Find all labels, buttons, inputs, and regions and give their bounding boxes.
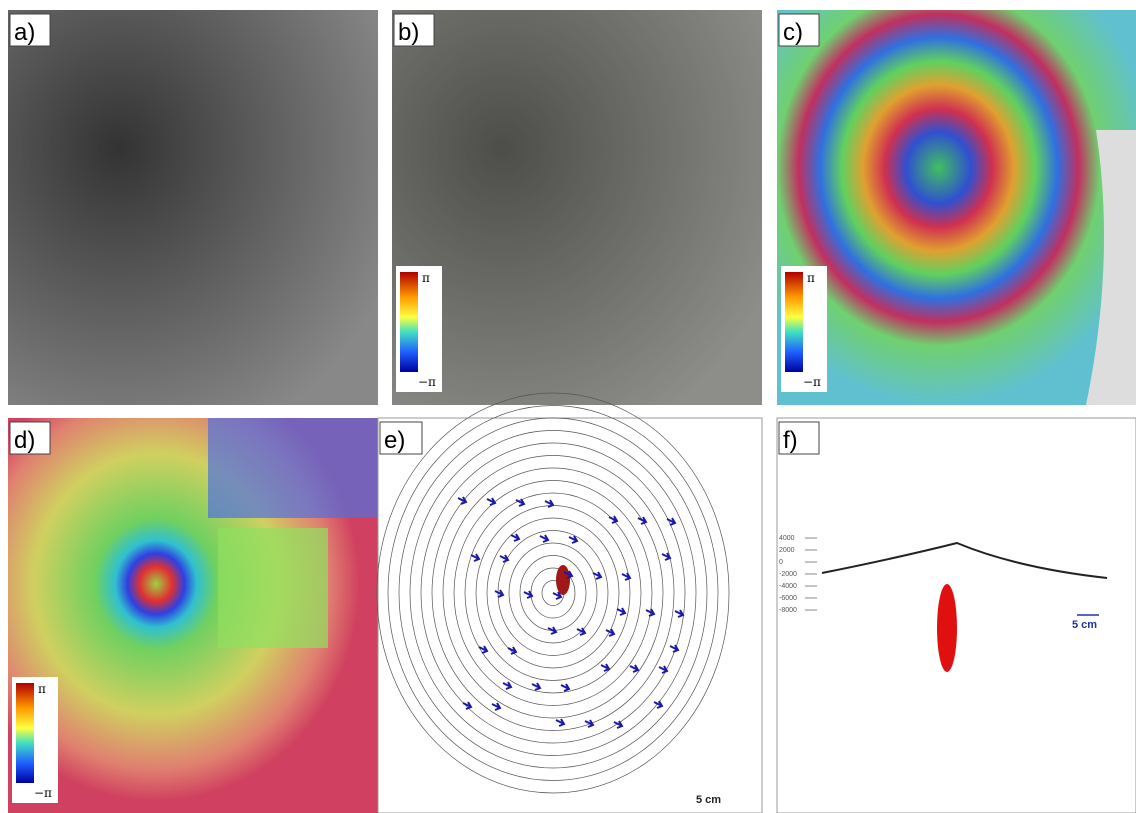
arrow [544,499,555,508]
label-box [9,13,51,47]
colorbar-max: π [38,682,46,696]
depth-tick-label: -6000 [779,595,797,602]
panel-label: b) [398,19,419,46]
blue-block [208,418,378,518]
colorbar-max: π [807,271,815,285]
panel-image [392,10,762,405]
arrow [616,607,627,616]
arrow [637,516,648,525]
panel-label: e) [384,427,405,454]
contour [398,417,708,769]
arrow [568,535,579,544]
panel-label: d) [14,427,35,454]
arrow [502,681,513,690]
label-box [9,421,51,455]
arrow [478,645,489,654]
contour [464,492,642,694]
contour [486,517,620,669]
arrow [494,589,505,598]
source [556,565,570,595]
contour [442,467,664,719]
contour [453,480,653,706]
arrow [552,591,563,600]
arrow [666,517,677,526]
arrow [674,609,685,618]
arrow [584,719,595,728]
panel-image [8,10,378,405]
scale-label: 5 cm [696,794,721,806]
contour [431,455,675,731]
panel-image [377,417,763,813]
panel-label: c) [783,19,803,46]
arrow [491,702,502,711]
depth-tick-label: -8000 [779,607,797,614]
colorbar-min: −π [803,375,821,389]
arrow [560,683,571,692]
contour [420,442,686,744]
arrow [653,700,664,709]
noise-overlay [392,10,762,405]
contour [508,542,598,644]
arrow [645,608,656,617]
arrow [592,571,603,580]
arrow [470,553,481,562]
panel-label: a) [14,19,35,46]
label-box [778,13,820,47]
arrow [621,572,632,581]
colorbar [785,272,803,372]
colorbar [400,272,418,372]
arrow [613,720,624,729]
arrow [531,682,542,691]
arrow [457,496,468,505]
colorbar-min: −π [34,786,52,800]
source [937,584,957,672]
colorbar [16,683,34,783]
arrow [600,663,611,672]
arrow [576,627,587,636]
panel-label: f) [783,427,798,454]
label-box [379,421,423,455]
arrow [510,533,521,542]
label-box [778,421,820,455]
panel-image [777,10,1136,405]
arrow [669,644,680,653]
arrow [523,590,534,599]
arrow [555,718,566,727]
colorbar-min: −π [418,375,436,389]
contour [376,392,730,794]
contour [409,430,697,756]
arrow [507,646,518,655]
coast [1086,130,1136,405]
depth-tick-label: -4000 [779,583,797,590]
arrow [658,665,669,674]
colorbar-max: π [422,271,430,285]
depth-tick-label: 0 [779,559,783,566]
arrow [515,498,526,507]
depth-tick-label: 4000 [779,535,795,542]
arrow [629,664,640,673]
arrow [605,628,616,637]
arrow [547,626,558,635]
contour [387,405,719,781]
arrow [486,497,497,506]
arrow [563,570,574,579]
arrow [499,554,510,563]
depth-tick-label: 2000 [779,547,795,554]
arrow [661,552,672,561]
arrow [539,534,550,543]
depth-tick-label: -2000 [779,571,797,578]
scale-label: 5 cm [1072,619,1097,631]
label-box [393,13,435,47]
arrow [608,515,619,524]
green-block [218,528,328,648]
arrow [462,701,473,710]
topo-profile [821,541,1108,579]
